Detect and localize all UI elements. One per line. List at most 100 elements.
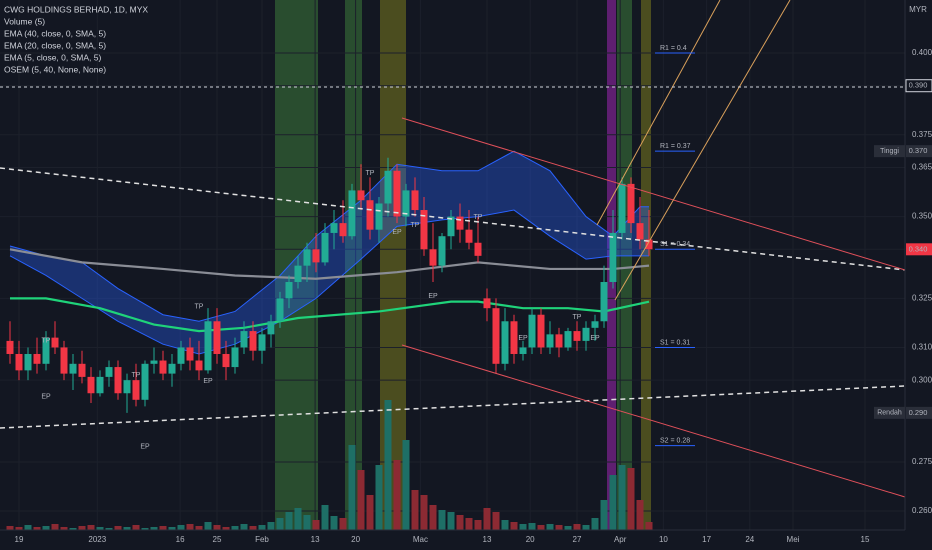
candle-body: [609, 232, 617, 283]
candle-body: [6, 340, 14, 354]
candle-body: [330, 223, 338, 233]
candle-body: [150, 360, 158, 364]
candle-body: [240, 331, 248, 348]
trend-line: [0, 385, 906, 429]
y-tick-label: 0.350: [912, 212, 932, 221]
volume-bar: [510, 522, 518, 530]
candle-body: [483, 298, 491, 309]
price-badge: [906, 243, 932, 256]
signal-label: TP: [132, 372, 141, 379]
x-tick-label: 10: [659, 535, 668, 544]
x-tick-label: 17: [702, 535, 711, 544]
candle-body: [456, 216, 464, 230]
volume-bar: [159, 526, 167, 530]
signal-label: EP: [392, 229, 402, 236]
volume-bar: [618, 465, 626, 530]
volume-bar: [258, 525, 266, 530]
volume-bar: [492, 512, 500, 530]
volume-bar: [438, 510, 446, 530]
trend-line: [0, 167, 906, 271]
badge-name-box: [874, 145, 905, 158]
candle-body: [195, 360, 203, 371]
signal-label: EP: [41, 394, 51, 401]
volume-bar: [582, 525, 590, 530]
x-tick-label: 19: [15, 535, 24, 544]
y-tick-label: 0.400: [912, 48, 932, 57]
volume-bar: [33, 527, 41, 530]
candle-body: [312, 249, 320, 263]
price-badge: [906, 145, 932, 158]
volume-bar: [150, 527, 158, 530]
column: [380, 0, 406, 530]
volume-bar: [267, 522, 275, 530]
channel-line: [401, 117, 906, 271]
band-edge: [9, 209, 649, 355]
volume-bar: [78, 526, 86, 530]
candle-body: [537, 314, 545, 348]
candle-body: [60, 347, 68, 374]
candle-body: [474, 242, 482, 256]
badge-name-box: [874, 406, 905, 419]
x-tick-label: 16: [176, 535, 185, 544]
candle-body: [573, 331, 581, 341]
pivot-label: S2 = 0.28: [660, 437, 690, 444]
column: [617, 0, 632, 530]
volume-bar: [105, 528, 113, 530]
channel-line: [401, 344, 906, 498]
volume-bar: [636, 500, 644, 530]
candle-body: [411, 190, 419, 211]
volume-bar: [294, 508, 302, 530]
candle-body: [528, 314, 536, 348]
signal-label: TP: [573, 314, 582, 321]
price-badge-label: 0.370: [909, 146, 928, 155]
volume-bar: [393, 460, 401, 530]
candle-body: [618, 183, 626, 233]
volume-bar: [555, 525, 563, 530]
legend: CWG HOLDINGS BERHAD, 1D, MYX Volume (5) …: [4, 4, 148, 74]
candle-body: [303, 249, 311, 266]
pivot-label: S1 = 0.34: [660, 241, 690, 248]
time-axis: [0, 530, 932, 550]
candle-body: [339, 223, 347, 237]
x-tick-label: 24: [745, 535, 754, 544]
volume-bar: [546, 524, 554, 530]
legend-entry: Volume (5): [4, 16, 45, 26]
candle-body: [204, 321, 212, 371]
candle-body: [564, 331, 572, 348]
volume-bar: [474, 520, 482, 530]
volume-bar: [330, 516, 338, 530]
candle-body: [276, 298, 284, 322]
candle-body: [402, 190, 410, 217]
candle-body: [96, 376, 104, 394]
pivot-label: R1 = 0.4: [660, 45, 687, 52]
volume-bar: [420, 495, 428, 530]
candle-body: [636, 223, 644, 240]
y-tick-label: 0.260: [912, 506, 932, 515]
candle-body: [465, 229, 473, 243]
volume-bar: [384, 400, 392, 530]
volume-bar: [24, 525, 32, 530]
volume-bar: [69, 528, 77, 530]
candle-body: [366, 200, 374, 230]
signal-label: EP: [590, 335, 600, 342]
volume-bar: [60, 527, 68, 530]
fan-line: [614, 0, 791, 301]
candle-body: [258, 334, 266, 351]
volume-bar: [573, 524, 581, 530]
candle-body: [438, 236, 446, 266]
candle-body: [159, 360, 167, 374]
legend-entry: EMA (20, close, 0, SMA, 5): [4, 40, 106, 50]
ema-line: [10, 297, 650, 333]
volume-bar: [141, 528, 149, 530]
volume-bar: [645, 522, 653, 530]
y-tick-label: 0.300: [912, 375, 932, 384]
volume-bar: [519, 524, 527, 530]
badge-name: Tinggi: [880, 148, 899, 155]
candle-body: [213, 321, 221, 354]
volume-bar: [600, 500, 608, 530]
volume-bar: [51, 524, 59, 530]
volume-bar: [528, 523, 536, 530]
volume-bar: [231, 526, 239, 530]
